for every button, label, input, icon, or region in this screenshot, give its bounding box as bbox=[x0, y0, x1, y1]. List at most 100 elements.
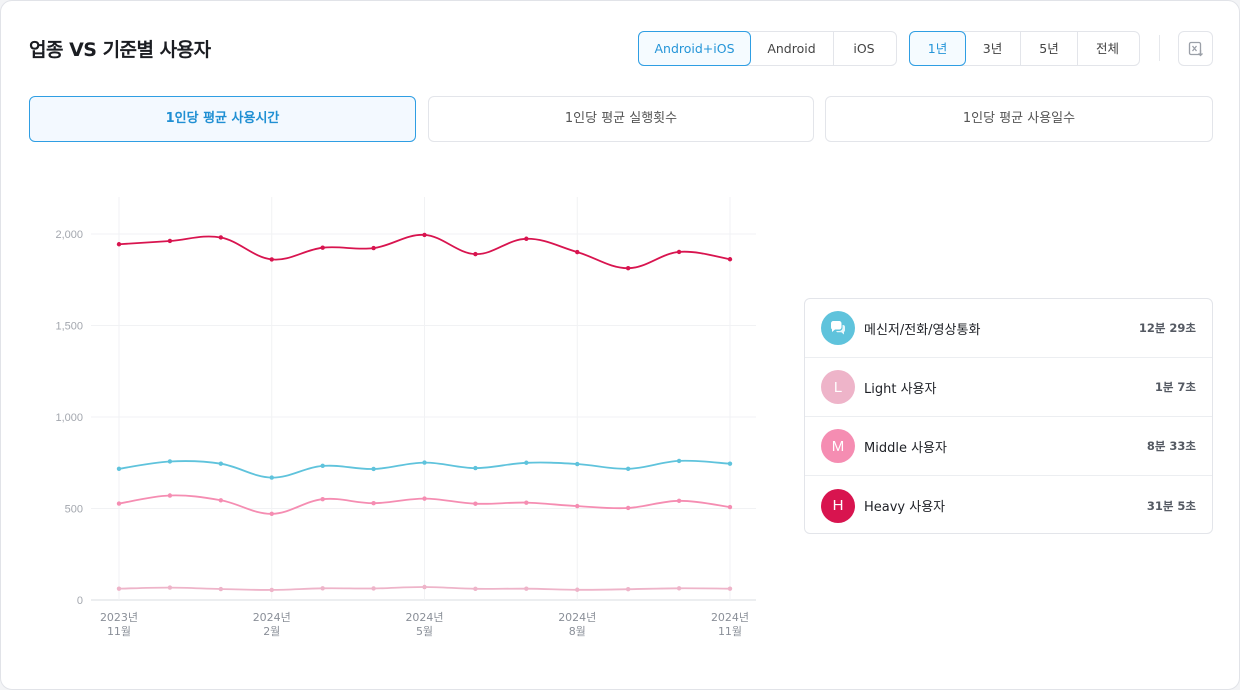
y-tick-label: 1,000 bbox=[55, 412, 83, 424]
data-point bbox=[371, 500, 376, 506]
data-point bbox=[575, 587, 580, 592]
data-point bbox=[625, 466, 631, 471]
data-point bbox=[727, 504, 733, 510]
legend-item-messenger: 메신저/전화/영상통화 12분 29초 bbox=[805, 299, 1212, 358]
data-point bbox=[116, 586, 122, 591]
data-point bbox=[218, 586, 224, 592]
data-point bbox=[422, 232, 427, 238]
data-point bbox=[371, 586, 376, 591]
data-point bbox=[676, 249, 682, 255]
period-option-1y[interactable]: 1년 bbox=[909, 31, 966, 66]
legend-badge: M bbox=[821, 429, 855, 463]
y-tick-label: 0 bbox=[77, 595, 83, 607]
line-chart: 05001,0001,5002,0002023년11월2024년2월2024년5… bbox=[55, 197, 756, 638]
legend-label: Heavy 사용자 bbox=[864, 500, 946, 515]
data-point bbox=[167, 493, 173, 498]
y-tick-label: 2,000 bbox=[55, 229, 83, 241]
data-point bbox=[676, 498, 682, 504]
data-point bbox=[625, 587, 631, 592]
data-point bbox=[320, 586, 325, 591]
data-point bbox=[524, 586, 529, 591]
data-point bbox=[473, 586, 478, 592]
y-tick-label: 500 bbox=[65, 504, 83, 516]
period-option-5y[interactable]: 5년 bbox=[1021, 32, 1078, 65]
data-point bbox=[116, 466, 122, 471]
data-point bbox=[167, 238, 173, 244]
x-tick-label: 8월 bbox=[569, 625, 586, 638]
data-point bbox=[575, 503, 580, 509]
page-title: 업종 VS 기준별 사용자 bbox=[29, 39, 211, 61]
period-option-all[interactable]: 전체 bbox=[1095, 41, 1119, 56]
excel-download-button[interactable] bbox=[1178, 31, 1213, 66]
data-point bbox=[116, 242, 122, 247]
x-tick-label: 11월 bbox=[107, 625, 131, 638]
x-tick-label: 2023년 bbox=[100, 611, 138, 624]
data-point bbox=[320, 245, 325, 250]
tab-avg-launch-count[interactable]: 1인당 평균 실행횟수 bbox=[428, 96, 814, 142]
data-point bbox=[676, 586, 682, 591]
data-point bbox=[320, 463, 325, 469]
legend-badge: H bbox=[821, 488, 855, 523]
tab-avg-usage-time[interactable]: 1인당 평균 사용시간 bbox=[29, 96, 416, 142]
data-point bbox=[269, 475, 274, 480]
data-point bbox=[727, 461, 733, 466]
legend-item-heavy: H Heavy 사용자 31분 5초 bbox=[805, 476, 1212, 535]
data-point bbox=[218, 461, 224, 466]
data-point bbox=[269, 511, 274, 517]
data-point bbox=[524, 236, 529, 241]
data-point bbox=[473, 465, 478, 471]
data-point bbox=[320, 496, 325, 502]
tab-avg-usage-days[interactable]: 1인당 평균 사용일수 bbox=[825, 96, 1213, 142]
x-tick-label: 2024년 bbox=[253, 611, 291, 624]
excel-download-icon bbox=[1188, 41, 1203, 56]
data-point bbox=[473, 501, 478, 506]
legend-panel: 메신저/전화/영상통화 12분 29초 L Light 사용자 1분 7초 M … bbox=[804, 298, 1213, 534]
data-point bbox=[218, 498, 224, 503]
x-tick-label: 2024년 bbox=[558, 611, 596, 624]
data-point bbox=[625, 266, 631, 271]
legend-label: Light 사용자 bbox=[864, 381, 937, 397]
platform-option-android[interactable]: Android bbox=[750, 32, 834, 65]
data-point bbox=[575, 249, 580, 255]
data-point bbox=[371, 245, 376, 251]
legend-item-middle: M Middle 사용자 8분 33초 bbox=[805, 417, 1212, 476]
platform-option-android-ios[interactable]: Android+iOS bbox=[638, 31, 751, 66]
toolbar-divider bbox=[1159, 35, 1160, 61]
data-point bbox=[371, 466, 376, 472]
legend-label: Middle 사용자 bbox=[864, 440, 947, 456]
legend-value: 1분 7초 bbox=[1154, 380, 1196, 394]
data-point bbox=[676, 458, 682, 464]
data-point bbox=[269, 587, 274, 593]
data-point bbox=[422, 584, 427, 590]
data-point bbox=[524, 460, 529, 465]
platform-option-ios[interactable]: iOS bbox=[853, 41, 875, 56]
data-point bbox=[727, 257, 733, 262]
period-toggle: 1년 3년 5년 전체 bbox=[909, 31, 1140, 66]
x-tick-label: 5월 bbox=[416, 625, 433, 638]
x-tick-label: 11월 bbox=[718, 625, 742, 638]
period-option-3y[interactable]: 3년 bbox=[965, 32, 1021, 65]
data-point bbox=[167, 585, 173, 590]
data-point bbox=[625, 505, 631, 511]
data-point bbox=[473, 251, 478, 257]
x-tick-label: 2024년 bbox=[405, 611, 443, 624]
data-point bbox=[218, 235, 224, 240]
y-tick-label: 1,500 bbox=[55, 321, 83, 333]
legend-value: 8분 33초 bbox=[1146, 439, 1196, 453]
legend-item-light: L Light 사용자 1분 7초 bbox=[805, 358, 1212, 417]
x-tick-label: 2월 bbox=[263, 625, 280, 638]
platform-toggle: Android+iOS Android iOS bbox=[638, 31, 897, 66]
legend-value: 12분 29초 bbox=[1138, 321, 1196, 335]
data-point bbox=[524, 500, 529, 505]
legend-label: 메신저/전화/영상통화 bbox=[864, 322, 981, 338]
data-point bbox=[167, 459, 173, 464]
data-point bbox=[269, 257, 274, 262]
data-point bbox=[422, 460, 427, 465]
data-point bbox=[422, 496, 427, 501]
x-tick-label: 2024년 bbox=[711, 611, 749, 624]
legend-badge bbox=[821, 311, 855, 345]
data-point bbox=[727, 586, 733, 591]
chat-bubbles-icon bbox=[831, 321, 845, 335]
legend-badge: L bbox=[821, 370, 855, 404]
